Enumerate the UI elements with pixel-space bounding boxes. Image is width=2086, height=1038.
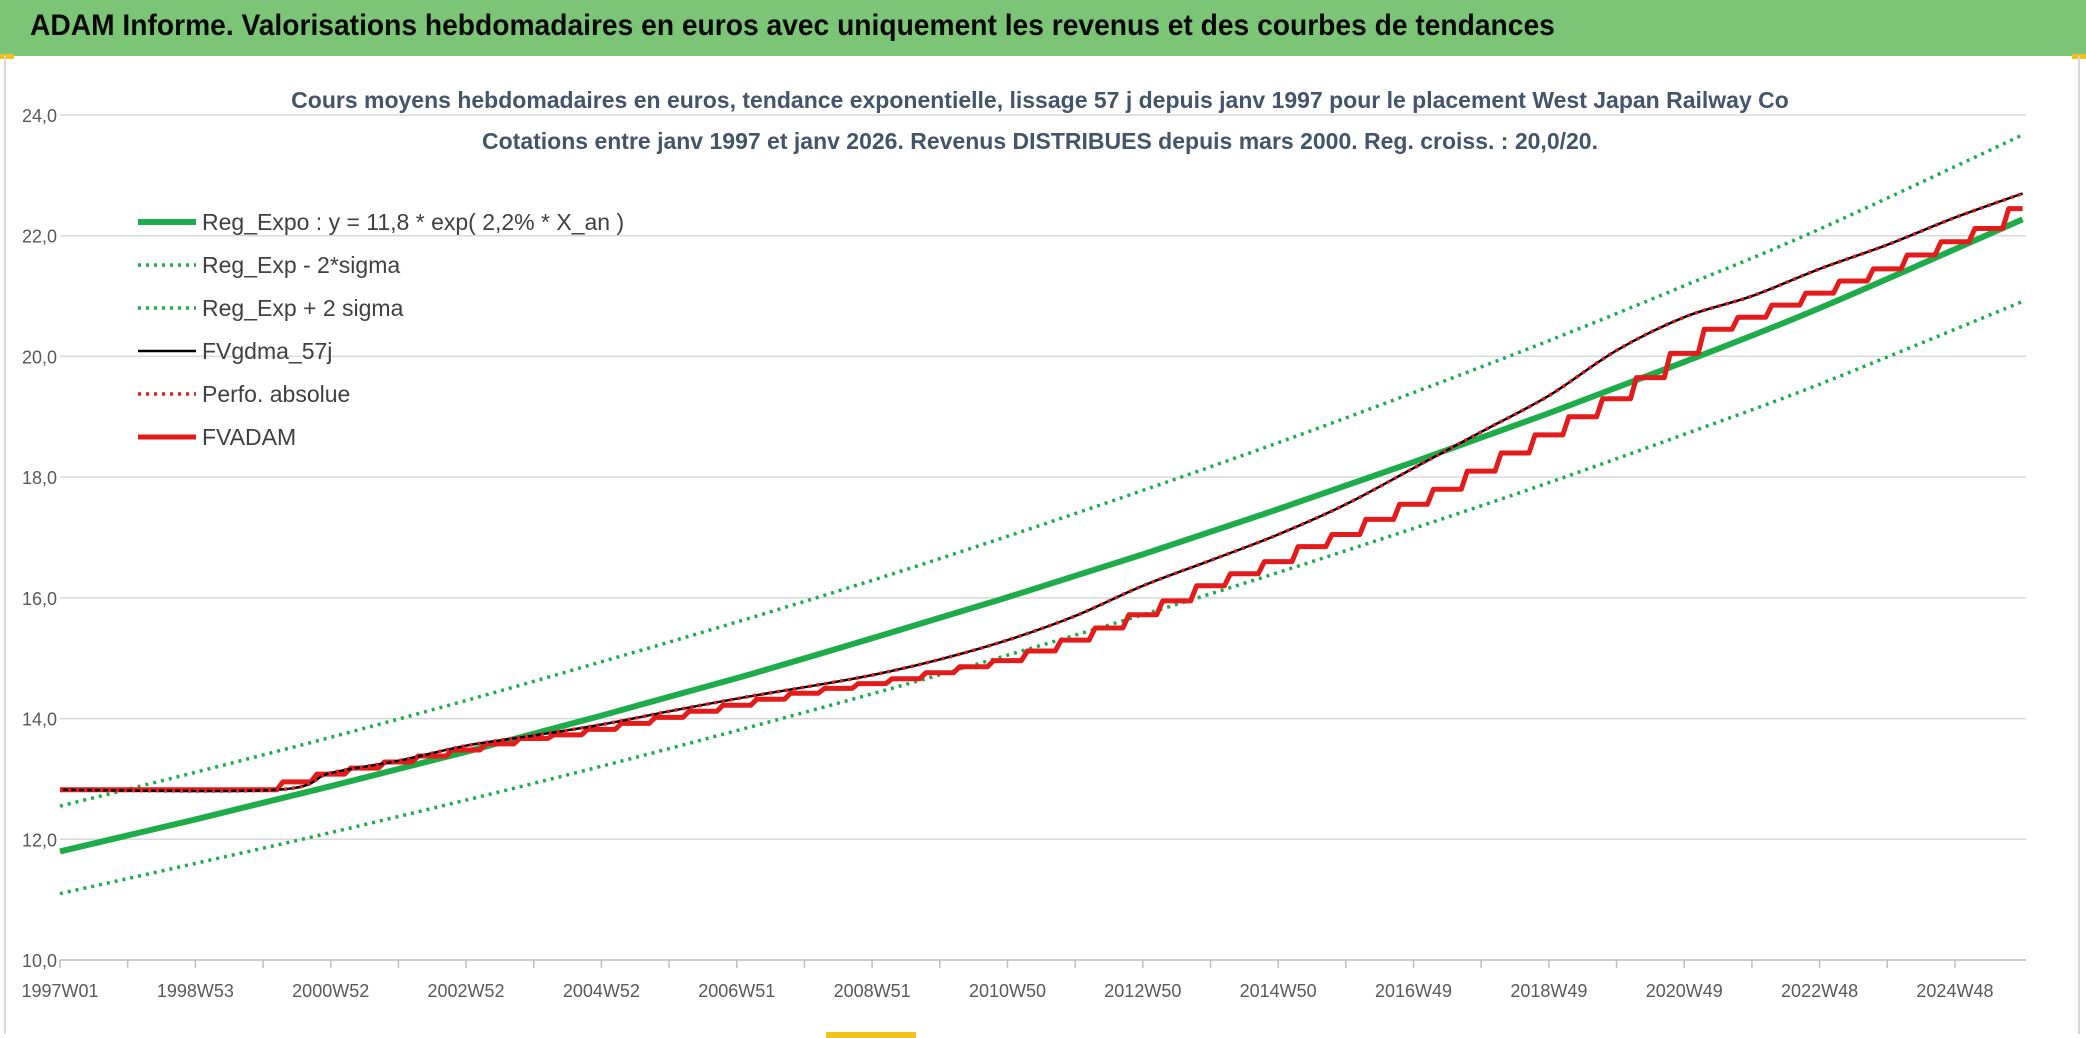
x-tick-label: 2016W49 [1375, 981, 1452, 1001]
x-tick-label: 2020W49 [1646, 981, 1723, 1001]
legend-label: FVgdma_57j [202, 338, 332, 364]
report-banner: ADAM Informe. Valorisations hebdomadaire… [0, 0, 2086, 56]
series-line-2 [59, 133, 2024, 808]
x-tick-label: 2010W50 [969, 981, 1046, 1001]
corner-accent-top-left [0, 54, 14, 59]
legend-label: Reg_Exp - 2*sigma [202, 252, 400, 278]
x-tick-label: 2024W48 [1916, 981, 1993, 1001]
x-tick-label: 2006W51 [698, 981, 775, 1001]
series-line-3 [59, 192, 2024, 793]
y-tick-label: 22,0 [22, 227, 57, 247]
y-tick-label: 24,0 [22, 106, 57, 126]
y-tick-label: 18,0 [22, 468, 57, 488]
series-line-0 [59, 216, 2024, 855]
x-tick-label: 2002W52 [428, 981, 505, 1001]
chart-frame [4, 56, 2080, 1034]
report-title: ADAM Informe. Valorisations hebdomadaire… [30, 9, 1555, 42]
x-tick-label: 2012W50 [1104, 981, 1181, 1001]
series-line-4 [59, 191, 2024, 793]
legend-label: Reg_Expo : y = 11,8 * exp( 2,2% * X_an ) [202, 209, 624, 235]
x-tick-label: 2000W52 [292, 981, 369, 1001]
y-tick-label: 14,0 [22, 710, 57, 730]
corner-accent-bottom [826, 1032, 916, 1038]
legend-label: Reg_Exp + 2 sigma [202, 295, 404, 321]
x-tick-label: 2008W51 [834, 981, 911, 1001]
legend-label: FVADAM [202, 424, 296, 450]
chart-title: Cours moyens hebdomadaires en euros, ten… [291, 87, 1789, 113]
x-tick-label: 2014W50 [1240, 981, 1317, 1001]
y-tick-label: 16,0 [22, 589, 57, 609]
x-tick-label: 1997W01 [21, 981, 98, 1001]
x-tick-label: 1998W53 [157, 981, 234, 1001]
x-tick-label: 2022W48 [1781, 981, 1858, 1001]
y-tick-label: 20,0 [22, 347, 57, 367]
legend-label: Perfo. absolue [202, 381, 350, 407]
x-tick-label: 2018W49 [1510, 981, 1587, 1001]
chart-subtitle: Cotations entre janv 1997 et janv 2026. … [482, 128, 1598, 154]
x-tick-label: 2004W52 [563, 981, 640, 1001]
y-tick-label: 12,0 [22, 830, 57, 850]
series-line-5 [60, 206, 2023, 793]
y-tick-label: 10,0 [22, 951, 57, 971]
